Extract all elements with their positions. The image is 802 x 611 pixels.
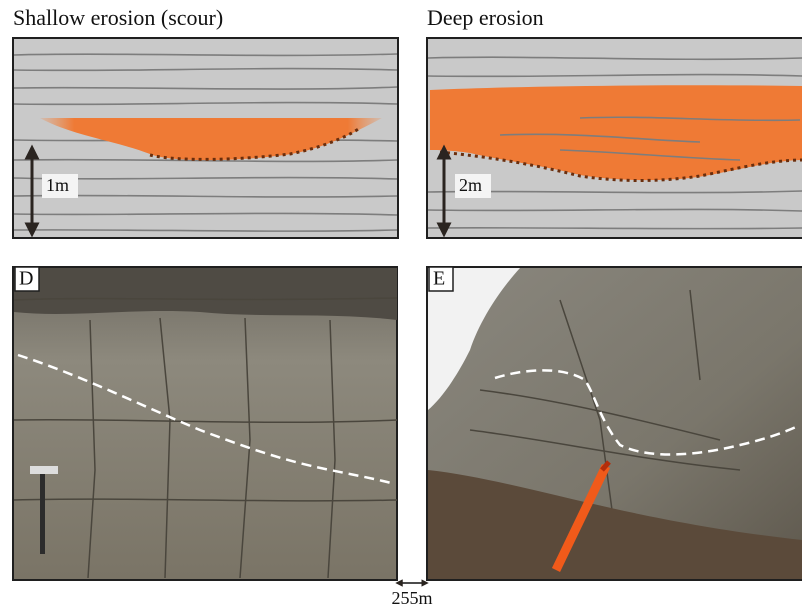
- diagram-shallow: 1m: [13, 38, 398, 238]
- photo-d: D: [13, 267, 397, 580]
- panel-title: Deep erosion: [427, 5, 544, 30]
- panel-title: Shallow erosion (scour): [13, 5, 223, 30]
- photo-label: E: [433, 268, 445, 290]
- spacing-label: 255m: [391, 588, 432, 608]
- scale-label: 2m: [459, 175, 482, 195]
- scale-label: 1m: [46, 175, 69, 195]
- photo-e: E: [427, 267, 802, 580]
- diagram-deep: 2m: [427, 38, 802, 238]
- figure: Shallow erosion (scour) Deep erosion 1m: [0, 0, 802, 611]
- photo-label: D: [19, 268, 33, 290]
